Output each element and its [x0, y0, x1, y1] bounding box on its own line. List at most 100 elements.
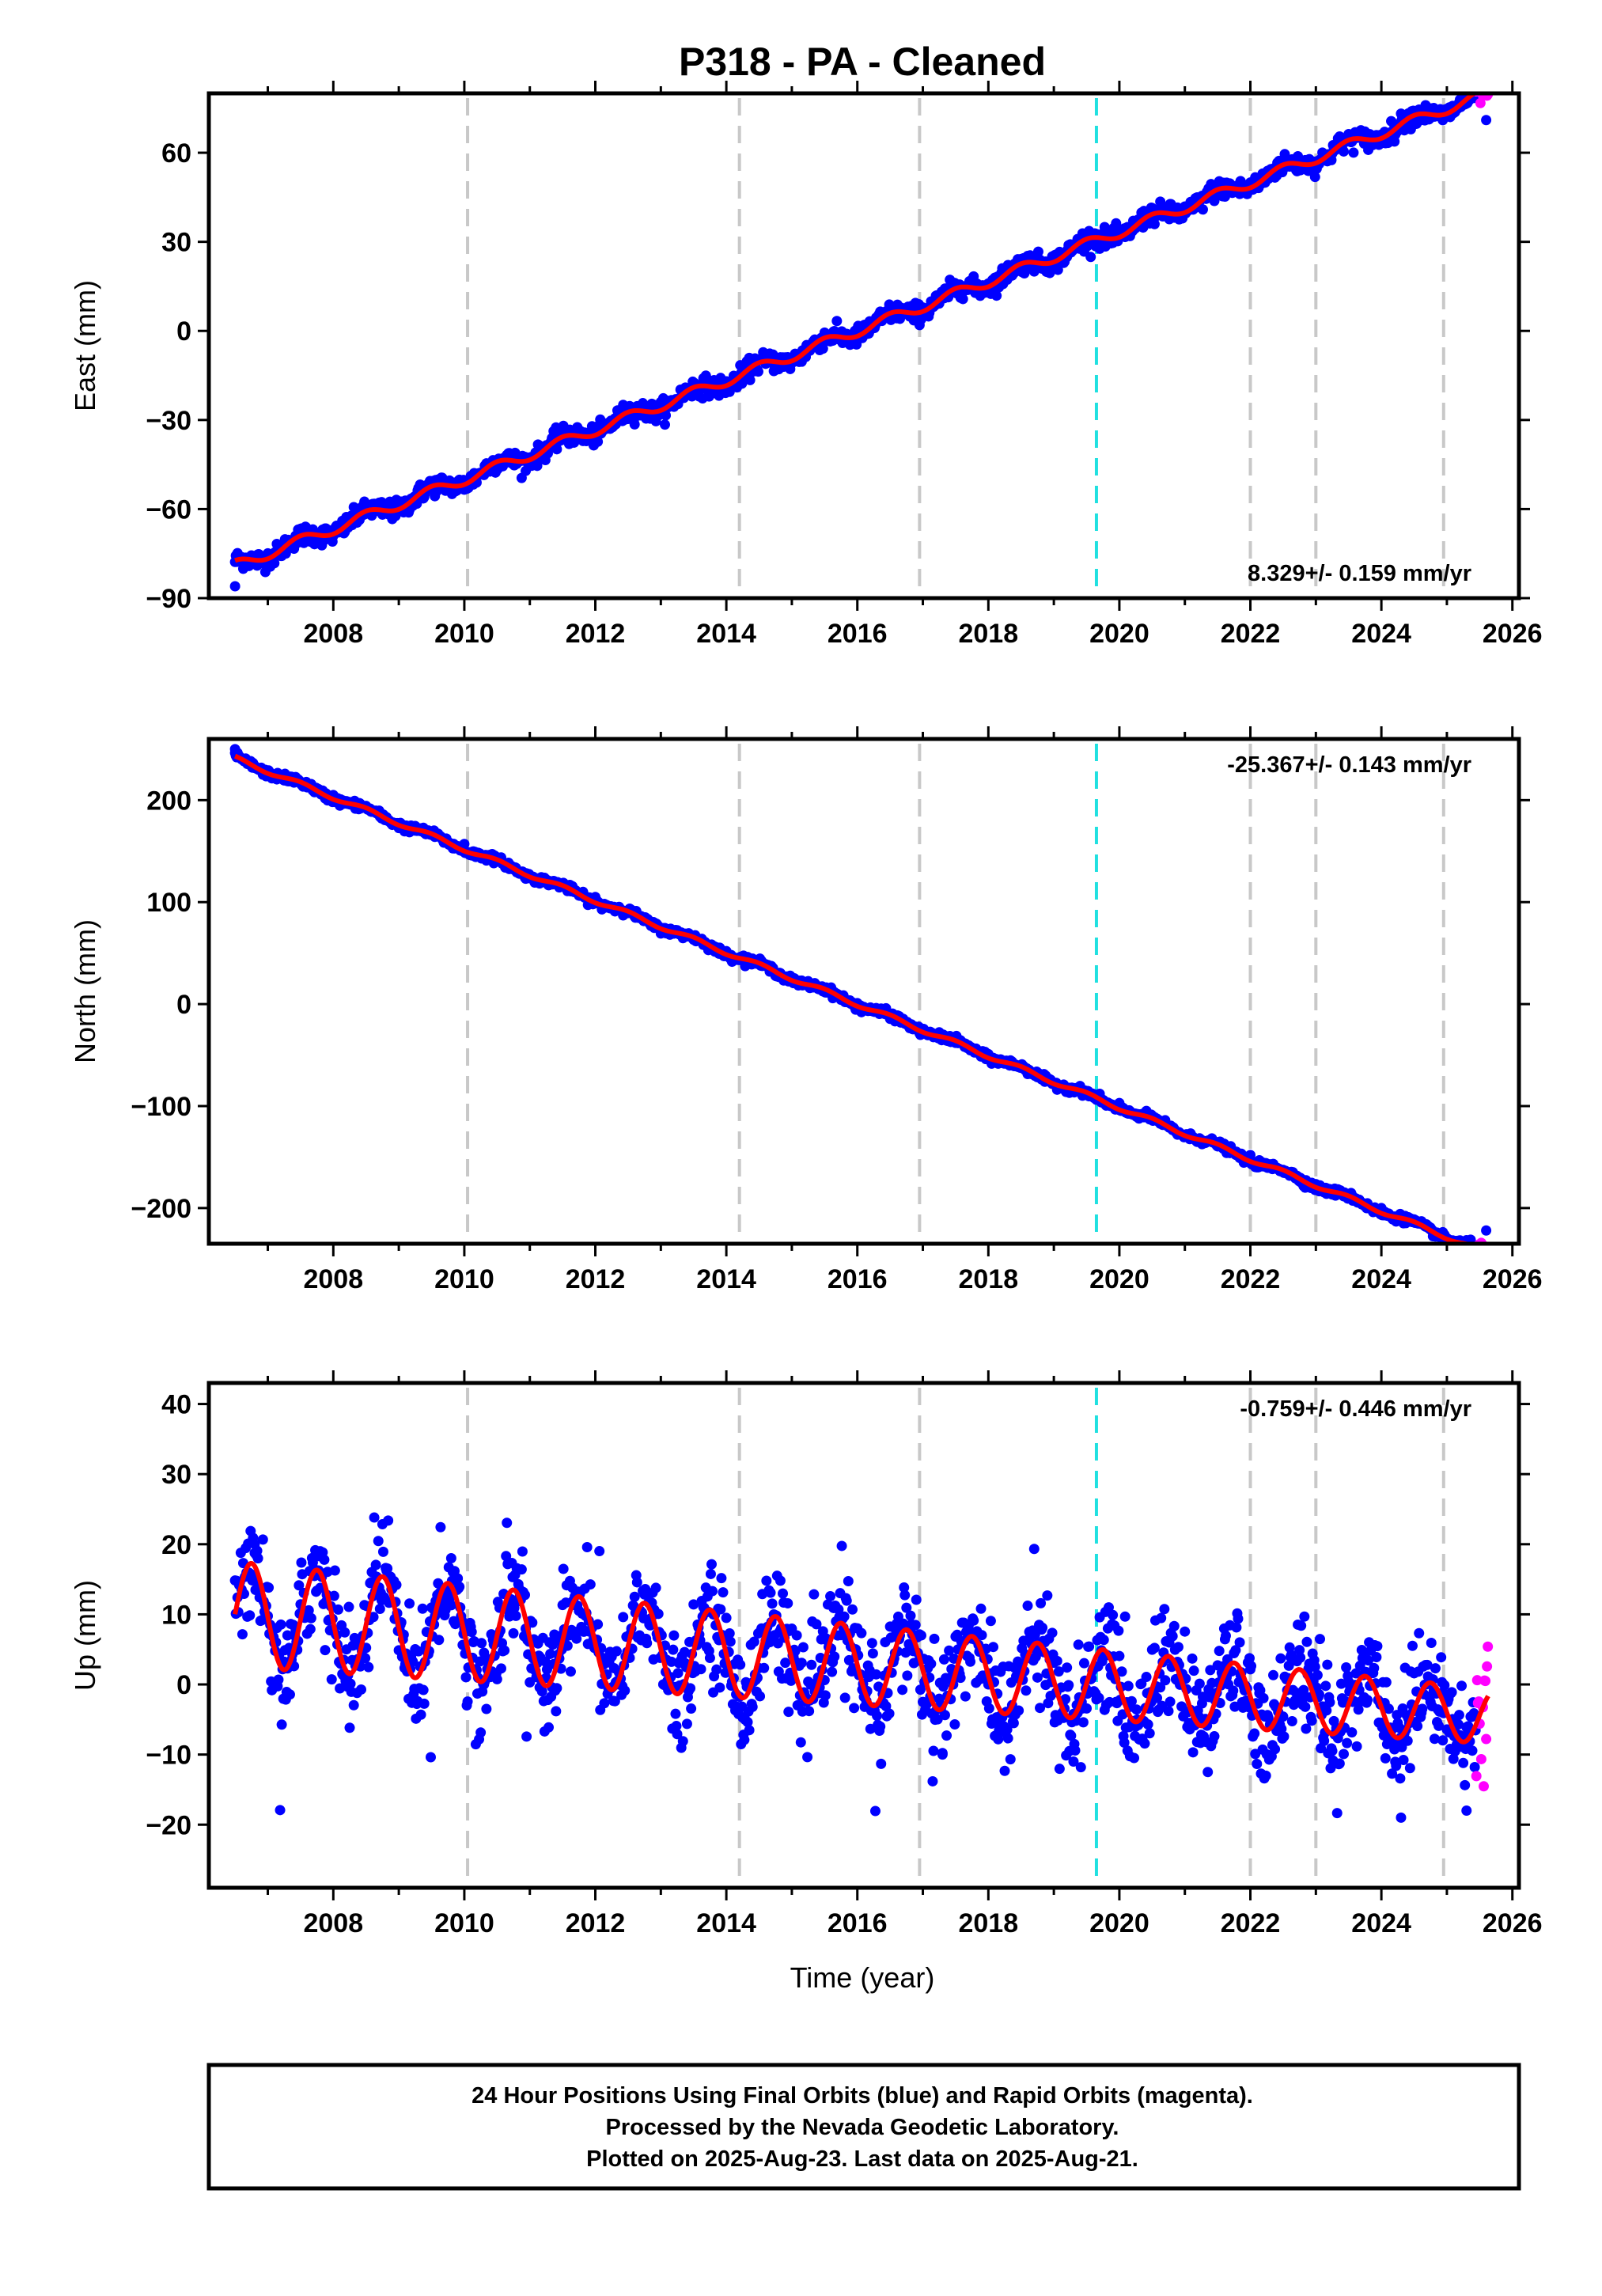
final-orbit-point	[1042, 1590, 1053, 1601]
final-orbit-point	[263, 1582, 275, 1593]
final-orbit-point	[911, 1594, 922, 1605]
final-orbit-point	[802, 1752, 813, 1763]
x-tick-label: 2016	[828, 1908, 888, 1938]
x-tick-label: 2008	[303, 1908, 363, 1938]
final-orbit-point	[1113, 1625, 1124, 1636]
final-orbit-point	[642, 1638, 653, 1649]
y-tick-label: −200	[131, 1194, 191, 1224]
final-orbit-point	[466, 1627, 477, 1638]
final-orbit-point	[686, 1703, 697, 1714]
final-orbit-point	[434, 1635, 445, 1646]
y-tick-label: −20	[146, 1810, 191, 1840]
final-orbit-point	[320, 1645, 331, 1656]
final-orbit-point	[780, 1658, 791, 1669]
data-point	[1396, 1812, 1407, 1823]
final-orbit-point	[1142, 1719, 1153, 1730]
final-orbit-point	[558, 1563, 569, 1574]
final-orbit-point	[1131, 1704, 1142, 1715]
final-orbit-point	[244, 1610, 256, 1621]
final-orbit-point	[714, 1682, 725, 1693]
x-tick-label: 2024	[1351, 619, 1411, 649]
model-fit-line	[234, 753, 1476, 1244]
final-orbit-point	[1141, 1672, 1152, 1683]
final-orbit-point	[1252, 1758, 1263, 1769]
final-orbit-point	[988, 1642, 999, 1653]
final-orbit-point	[1327, 1745, 1338, 1756]
rapid-orbit-point	[1480, 1676, 1491, 1687]
final-orbit-point	[510, 1610, 521, 1621]
final-orbit-point	[985, 1616, 996, 1627]
data-point	[249, 1539, 260, 1550]
data-point	[229, 581, 240, 592]
data-point	[1481, 1225, 1492, 1236]
final-orbit-point	[983, 1703, 994, 1714]
final-orbit-point	[273, 1674, 284, 1685]
final-orbit-point	[659, 419, 670, 430]
final-orbit-point	[275, 1805, 286, 1816]
x-tick-label: 2012	[566, 1264, 626, 1294]
final-orbit-point	[1414, 1627, 1425, 1639]
final-orbit-point	[1111, 218, 1122, 229]
final-orbit-point	[872, 1711, 883, 1722]
final-orbit-point	[670, 1708, 681, 1719]
final-orbit-point	[1246, 1661, 1257, 1672]
final-orbit-point	[839, 1611, 850, 1622]
final-orbit-point	[1417, 1703, 1428, 1714]
final-orbit-point	[1458, 1757, 1469, 1768]
final-orbit-point	[1402, 1735, 1413, 1746]
final-orbit-point	[1339, 146, 1350, 157]
final-orbit-point	[774, 1575, 786, 1586]
final-orbit-point	[1165, 1696, 1176, 1707]
data-point	[1068, 1756, 1079, 1767]
final-orbit-point	[875, 1721, 886, 1732]
footer-line-3: Plotted on 2025-Aug-23. Last data on 202…	[586, 2146, 1138, 2172]
final-orbit-point	[1404, 1763, 1415, 1774]
y-tick-label: 10	[161, 1600, 191, 1630]
final-orbit-point	[927, 1775, 938, 1786]
final-orbit-point	[957, 294, 968, 305]
final-orbit-point	[1197, 204, 1208, 215]
final-orbit-point	[1108, 1609, 1119, 1620]
final-orbit-point	[618, 1612, 629, 1623]
y-tick-label: 200	[146, 786, 191, 816]
final-orbit-point	[1078, 1658, 1089, 1669]
y-tick-label: −60	[146, 494, 191, 525]
final-orbit-point	[999, 1765, 1010, 1776]
final-orbit-point	[1037, 1622, 1048, 1633]
final-orbit-point	[326, 1674, 337, 1685]
final-orbit-point	[333, 1604, 344, 1615]
final-orbit-point	[1346, 1727, 1358, 1738]
final-orbit-point	[661, 410, 672, 421]
final-orbit-point	[938, 1654, 949, 1665]
final-orbit-point	[827, 1666, 838, 1677]
final-orbit-point	[926, 1658, 937, 1669]
final-orbit-point	[516, 1564, 527, 1575]
final-orbit-point	[1202, 1767, 1214, 1778]
final-orbit-point	[767, 1598, 778, 1609]
final-orbit-point	[949, 1719, 960, 1730]
final-orbit-point	[551, 444, 562, 455]
final-orbit-point	[1278, 1731, 1290, 1742]
final-orbit-point	[499, 1645, 510, 1656]
final-orbit-point	[1159, 1604, 1170, 1615]
final-orbit-point	[902, 1670, 913, 1681]
final-orbit-point	[843, 1575, 854, 1586]
final-orbit-point	[329, 1565, 340, 1576]
final-orbit-point	[806, 1659, 817, 1670]
final-orbit-point	[370, 1559, 381, 1570]
final-orbit-point	[1430, 1663, 1441, 1674]
final-orbit-point	[551, 1706, 562, 1717]
panel-frame	[206, 91, 1521, 601]
y-tick-label: −90	[146, 584, 191, 614]
final-orbit-point	[303, 1605, 314, 1616]
final-orbit-point	[1013, 1705, 1024, 1716]
final-orbit-point	[796, 1658, 807, 1669]
final-orbit-point	[629, 1591, 640, 1602]
y-axis-label: East (mm)	[69, 280, 101, 411]
final-orbit-point	[1456, 1680, 1468, 1692]
final-orbit-point	[1180, 1626, 1191, 1637]
final-orbit-point	[1342, 1737, 1353, 1749]
final-orbit-point	[373, 1536, 384, 1547]
final-orbit-point	[681, 1718, 692, 1730]
